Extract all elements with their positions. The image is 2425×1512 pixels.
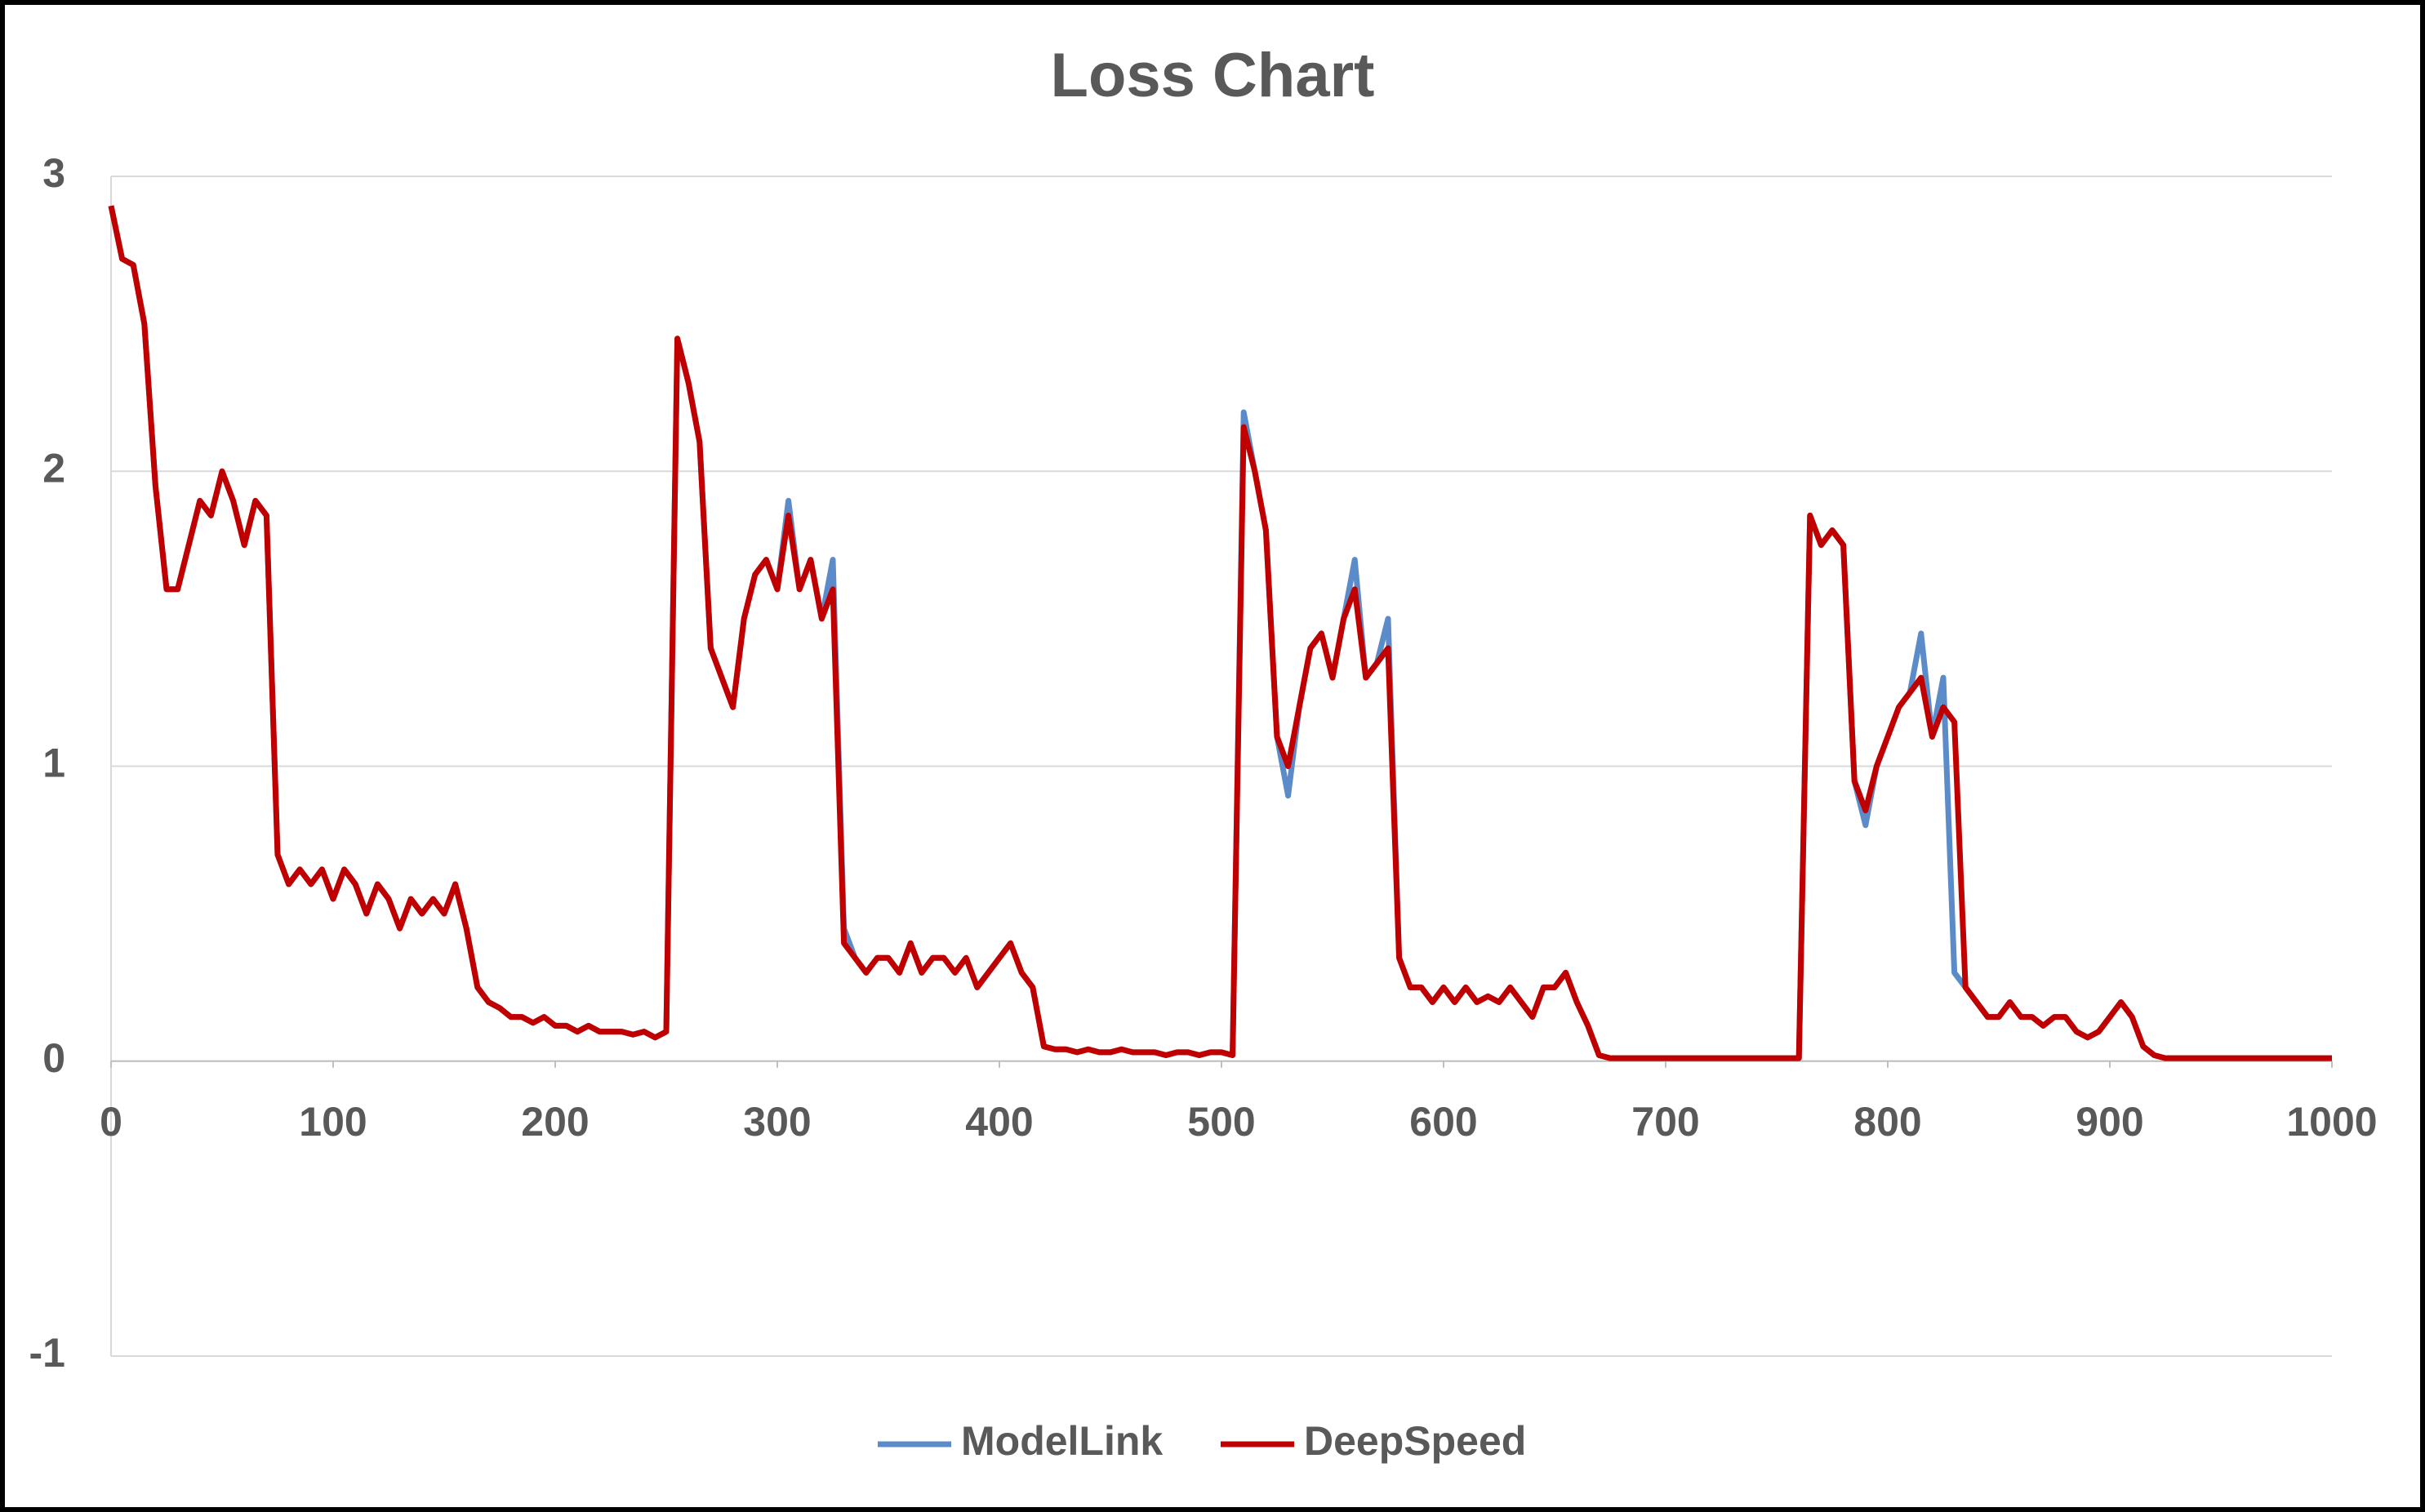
- x-tick-label: 200: [521, 1099, 589, 1145]
- y-tick-label: -1: [29, 1330, 65, 1376]
- x-tick-label: 0: [100, 1099, 122, 1145]
- x-tick-label: 900: [2076, 1099, 2143, 1145]
- x-tick-label: 800: [1853, 1099, 1921, 1145]
- x-tick-label: 1000: [2286, 1099, 2377, 1145]
- x-tick-label: 700: [1631, 1099, 1699, 1145]
- legend-label: ModelLink: [961, 1418, 1163, 1464]
- x-tick-label: 600: [1409, 1099, 1477, 1145]
- y-tick-label: 0: [42, 1035, 65, 1081]
- x-tick-label: 300: [743, 1099, 811, 1145]
- chart-title: Loss Chart: [1051, 41, 1375, 110]
- series-line: [108, 205, 2332, 1061]
- x-tick-label: 100: [299, 1099, 367, 1145]
- legend-label: DeepSpeed: [1304, 1418, 1526, 1464]
- x-tick-label: 500: [1187, 1099, 1255, 1145]
- y-tick-label: 1: [42, 740, 65, 786]
- x-tick-label: 400: [965, 1099, 1033, 1145]
- y-tick-label: 3: [42, 150, 65, 196]
- y-tick-label: 2: [42, 445, 65, 491]
